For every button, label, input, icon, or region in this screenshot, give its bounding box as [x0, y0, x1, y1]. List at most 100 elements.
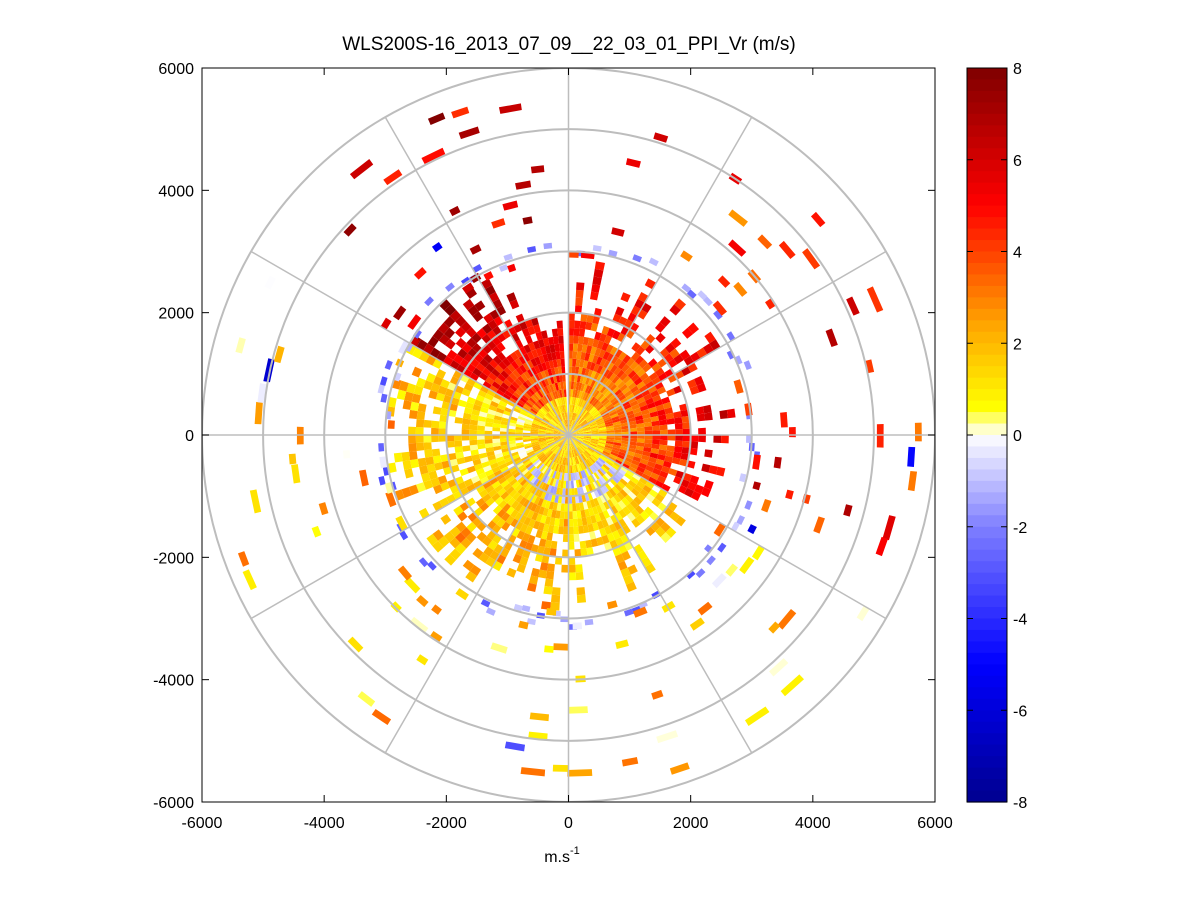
velocity-cell [590, 464, 598, 473]
velocity-cell [537, 472, 544, 480]
velocity-cell [627, 479, 637, 488]
velocity-cell [393, 452, 403, 463]
velocity-cell [545, 431, 554, 434]
velocity-cell [489, 359, 499, 369]
velocity-cell [429, 631, 443, 643]
velocity-cell [610, 355, 619, 365]
velocity-cell [579, 445, 586, 452]
colorbar-swatch [967, 779, 1007, 792]
velocity-cell [475, 394, 485, 403]
velocity-cell [523, 403, 532, 411]
velocity-cell [599, 486, 606, 495]
velocity-cell [554, 390, 559, 399]
velocity-cell [591, 430, 599, 433]
velocity-cell [379, 376, 388, 386]
colorbar-swatch [967, 790, 1007, 803]
azimuth-spoke [568, 250, 887, 436]
velocity-cell [509, 372, 518, 381]
velocity-cell [551, 445, 558, 452]
velocity-cell [673, 451, 682, 459]
velocity-cell [547, 424, 555, 429]
colorbar-swatch [967, 285, 1007, 298]
velocity-cell [582, 384, 588, 393]
velocity-cell [569, 457, 572, 466]
velocity-cell [561, 495, 566, 504]
velocity-cell [491, 368, 501, 378]
velocity-cell [589, 422, 598, 427]
velocity-cell [542, 507, 549, 517]
velocity-cell [574, 456, 578, 465]
velocity-cell [611, 486, 620, 495]
velocity-cell [599, 358, 607, 367]
velocity-cell [773, 456, 782, 469]
velocity-cell [598, 438, 607, 441]
velocity-cell [545, 432, 554, 435]
velocity-cell [629, 435, 638, 439]
velocity-cell [652, 430, 661, 435]
velocity-cell [866, 286, 884, 313]
velocity-cell [490, 400, 499, 408]
velocity-cell [475, 497, 486, 508]
velocity-cell [477, 420, 486, 427]
velocity-cell [587, 417, 595, 423]
velocity-cell [546, 429, 554, 432]
colorbar-swatch [967, 595, 1007, 608]
velocity-cell [440, 407, 450, 416]
velocity-cell [494, 364, 504, 374]
velocity-cell [573, 423, 580, 430]
velocity-cell [584, 476, 591, 485]
velocity-cell [651, 689, 664, 700]
velocity-cell [530, 366, 538, 376]
velocity-cell [543, 547, 551, 556]
velocity-cell [602, 351, 611, 361]
velocity-cell [553, 429, 562, 433]
velocity-cell [619, 372, 628, 381]
velocity-cell [547, 441, 555, 446]
velocity-cell [586, 361, 593, 370]
velocity-cell [434, 462, 444, 471]
velocity-cell [539, 442, 548, 446]
velocity-cell [510, 468, 520, 476]
velocity-cell [876, 423, 884, 448]
velocity-cell [604, 401, 612, 409]
velocity-cell [530, 494, 538, 504]
velocity-cell [595, 402, 603, 410]
velocity-cell [441, 460, 451, 469]
velocity-cell [465, 532, 477, 543]
velocity-cell [619, 489, 628, 498]
velocity-cell [554, 437, 562, 442]
velocity-cell [669, 304, 681, 316]
velocity-cell [588, 444, 597, 449]
velocity-cell [547, 336, 555, 346]
velocity-cell [636, 492, 646, 502]
velocity-cell [574, 366, 580, 375]
velocity-cell [471, 409, 480, 416]
velocity-cell [653, 132, 669, 143]
velocity-cell [553, 430, 562, 434]
velocity-cell [654, 463, 663, 471]
velocity-cell [465, 571, 478, 583]
velocity-cell [494, 452, 504, 459]
velocity-cell [580, 400, 586, 408]
velocity-cell [576, 282, 585, 291]
velocity-cell [532, 421, 540, 426]
velocity-cell [907, 446, 916, 467]
velocity-cell [508, 443, 517, 448]
velocity-cell [587, 523, 595, 533]
velocity-cell [598, 349, 606, 359]
velocity-cell [573, 464, 577, 473]
velocity-cell [575, 405, 580, 414]
velocity-cell [521, 604, 531, 613]
velocity-cell [619, 397, 629, 405]
velocity-cell [589, 499, 596, 508]
velocity-cell [437, 536, 450, 548]
velocity-cell [579, 320, 587, 330]
velocity-cell [736, 515, 746, 526]
velocity-cell [553, 431, 562, 434]
velocity-cell [542, 523, 550, 533]
velocity-cell [558, 518, 565, 527]
velocity-cell [617, 468, 627, 476]
colorbar-swatch [967, 205, 1007, 218]
velocity-cell [591, 454, 599, 461]
velocity-cell [610, 505, 619, 515]
